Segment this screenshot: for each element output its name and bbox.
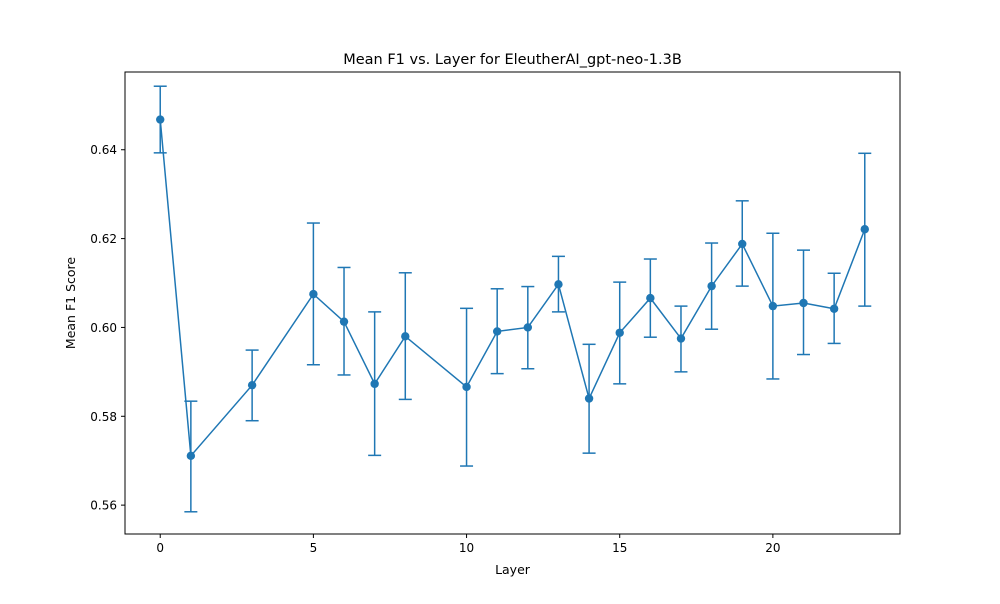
data-point: [523, 323, 533, 332]
chart-title: Mean F1 vs. Layer for EleutherAI_gpt-neo…: [343, 52, 682, 68]
y-axis-label: Mean F1 Score: [63, 257, 78, 349]
data-point: [462, 382, 471, 392]
data-point: [799, 298, 808, 308]
data-point: [738, 239, 747, 249]
data-point: [156, 115, 165, 124]
y-axis: 0.56 0.58 0.60 0.62 0.64: [90, 143, 125, 513]
data-point: [768, 301, 778, 311]
data-point: [615, 328, 624, 337]
data-point: [554, 280, 563, 289]
data-point: [401, 332, 410, 341]
x-tick-label: 20: [765, 541, 780, 555]
plot-frame: [124, 71, 901, 535]
data-point: [676, 334, 686, 343]
y-tick-label: 0.58: [90, 410, 117, 424]
data-point: [860, 225, 869, 234]
data-point: [186, 451, 196, 461]
y-tick-label: 0.64: [90, 143, 117, 157]
data-point: [309, 289, 318, 299]
data-point: [339, 317, 349, 326]
y-tick-label: 0.56: [90, 499, 117, 513]
data-point: [646, 293, 655, 303]
data-point: [829, 304, 839, 313]
x-tick-label: 0: [156, 541, 164, 555]
y-tick-label: 0.60: [90, 321, 117, 335]
y-tick-label: 0.62: [90, 232, 117, 246]
data-point: [707, 281, 716, 291]
x-tick-label: 5: [310, 541, 318, 555]
data-series: [156, 115, 869, 461]
data-point: [370, 379, 379, 389]
data-point: [492, 327, 502, 336]
x-tick-label: 10: [459, 541, 474, 555]
data-point: [247, 380, 257, 390]
x-axis: 0 5 10 15 20: [156, 534, 781, 555]
x-axis-label: Layer: [495, 562, 531, 577]
x-tick-label: 15: [612, 541, 627, 555]
data-point: [584, 394, 594, 403]
